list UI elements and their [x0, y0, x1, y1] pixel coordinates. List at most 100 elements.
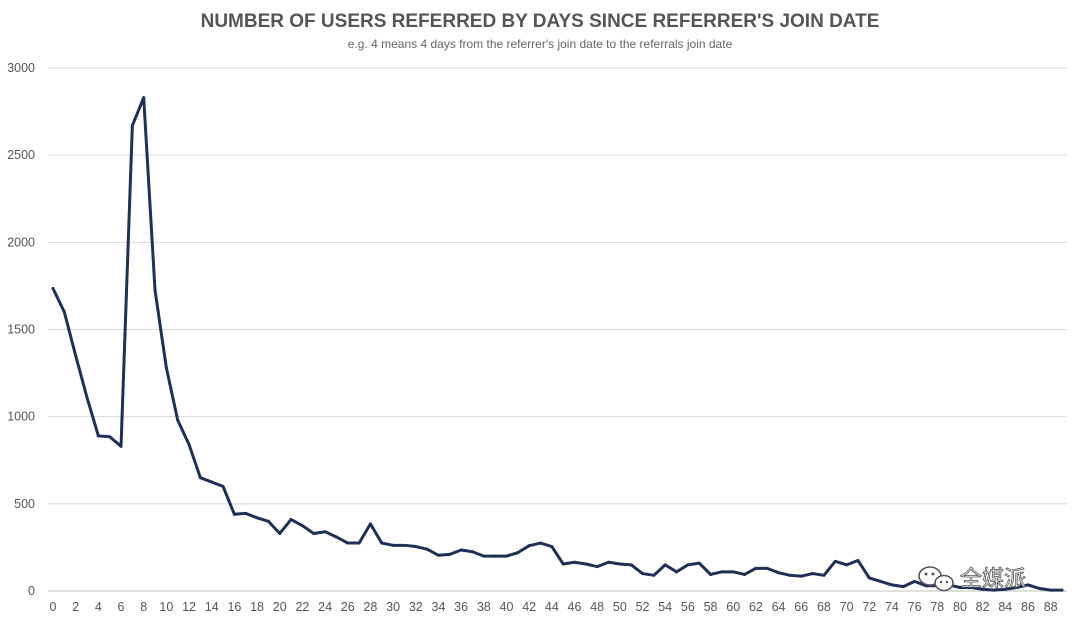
x-tick-label: 50 [613, 600, 627, 614]
data-point [618, 562, 622, 566]
gridlines [48, 67, 1067, 592]
data-point [289, 518, 293, 522]
y-tick-label: 0 [28, 584, 35, 598]
data-point [504, 554, 508, 558]
data-point [641, 572, 645, 576]
chat-bubbles-icon [918, 566, 954, 592]
data-point [368, 522, 372, 526]
data-point [187, 443, 191, 447]
data-point [164, 366, 168, 370]
x-tick-label: 38 [477, 600, 491, 614]
data-point [346, 541, 350, 545]
data-point [811, 572, 815, 576]
series [51, 96, 1064, 592]
data-point [731, 570, 735, 574]
data-point [1049, 588, 1053, 592]
x-tick-label: 28 [363, 600, 377, 614]
x-tick-label: 80 [953, 600, 967, 614]
data-point [300, 524, 304, 528]
data-point [969, 586, 973, 590]
chart-title: NUMBER OF USERS REFERRED BY DAYS SINCE R… [201, 11, 880, 32]
data-point [232, 512, 236, 516]
data-point [697, 561, 701, 565]
data-point [584, 562, 588, 566]
x-tick-label: 56 [681, 600, 695, 614]
x-tick-label: 6 [118, 600, 125, 614]
x-tick-label: 24 [318, 600, 332, 614]
data-point [958, 586, 962, 590]
x-tick-label: 4 [95, 600, 102, 614]
data-point [992, 588, 996, 592]
x-tick-label: 68 [817, 600, 831, 614]
x-tick-label: 34 [432, 600, 446, 614]
x-tick-label: 78 [930, 600, 944, 614]
x-tick-label: 62 [749, 600, 763, 614]
data-point [1026, 583, 1030, 587]
data-point [459, 548, 463, 552]
data-point [1060, 588, 1064, 592]
data-point [255, 516, 259, 520]
data-point [607, 560, 611, 564]
x-tick-label: 14 [205, 600, 219, 614]
data-point [130, 124, 134, 128]
data-point [561, 562, 565, 566]
x-tick-label: 54 [658, 600, 672, 614]
data-point [743, 572, 747, 576]
x-tick-label: 86 [1021, 600, 1035, 614]
data-point [573, 560, 577, 564]
x-tick-label: 32 [409, 600, 423, 614]
data-point [516, 551, 520, 555]
data-point [448, 552, 452, 556]
x-tick-label: 26 [341, 600, 355, 614]
data-point [153, 288, 157, 292]
data-point [595, 565, 599, 569]
data-point [312, 531, 316, 535]
data-point [720, 570, 724, 574]
x-tick-label: 30 [386, 600, 400, 614]
data-point [550, 545, 554, 549]
x-tick-label: 60 [726, 600, 740, 614]
data-point [833, 559, 837, 563]
x-tick-label: 74 [885, 600, 899, 614]
x-tick-label: 72 [862, 600, 876, 614]
data-point [1015, 586, 1019, 590]
chart-subtitle: e.g. 4 means 4 days from the referrer's … [348, 37, 733, 51]
x-tick-label: 66 [794, 600, 808, 614]
data-point [675, 570, 679, 574]
data-point [96, 434, 100, 438]
x-tick-label: 88 [1044, 600, 1058, 614]
x-tick-labels: 0 2 4 6 8 10 12 14 16 18 20 22 24 26 28 30 32 34 36 38 40 42 4… [50, 600, 1058, 614]
y-tick-label: 1000 [7, 410, 35, 424]
data-point [323, 530, 327, 534]
x-tick-label: 46 [568, 600, 582, 614]
data-point [470, 550, 474, 554]
data-point [176, 418, 180, 422]
y-tick-labels: 0 500 1000 1500 2000 2500 3000 [7, 61, 35, 598]
data-point [380, 541, 384, 545]
x-tick-label: 20 [273, 600, 287, 614]
data-point [198, 476, 202, 480]
data-point [357, 541, 361, 545]
x-tick-label: 44 [545, 600, 559, 614]
x-tick-label: 48 [590, 600, 604, 614]
x-tick-label: 70 [840, 600, 854, 614]
x-tick-label: 10 [159, 600, 173, 614]
data-point [334, 535, 338, 539]
data-point [85, 395, 89, 399]
x-tick-label: 0 [50, 600, 57, 614]
x-tick-label: 52 [636, 600, 650, 614]
data-point [527, 544, 531, 548]
watermark-text: 全媒派 [960, 567, 1026, 592]
data-point [482, 554, 486, 558]
data-point [981, 587, 985, 591]
data-point [391, 543, 395, 547]
data-point [108, 435, 112, 439]
x-tick-label: 16 [227, 600, 241, 614]
data-point [629, 563, 633, 567]
data-point [266, 519, 270, 523]
x-tick-label: 12 [182, 600, 196, 614]
x-tick-label: 84 [998, 600, 1012, 614]
x-tick-label: 64 [772, 600, 786, 614]
data-point [845, 563, 849, 567]
data-point [119, 444, 123, 448]
